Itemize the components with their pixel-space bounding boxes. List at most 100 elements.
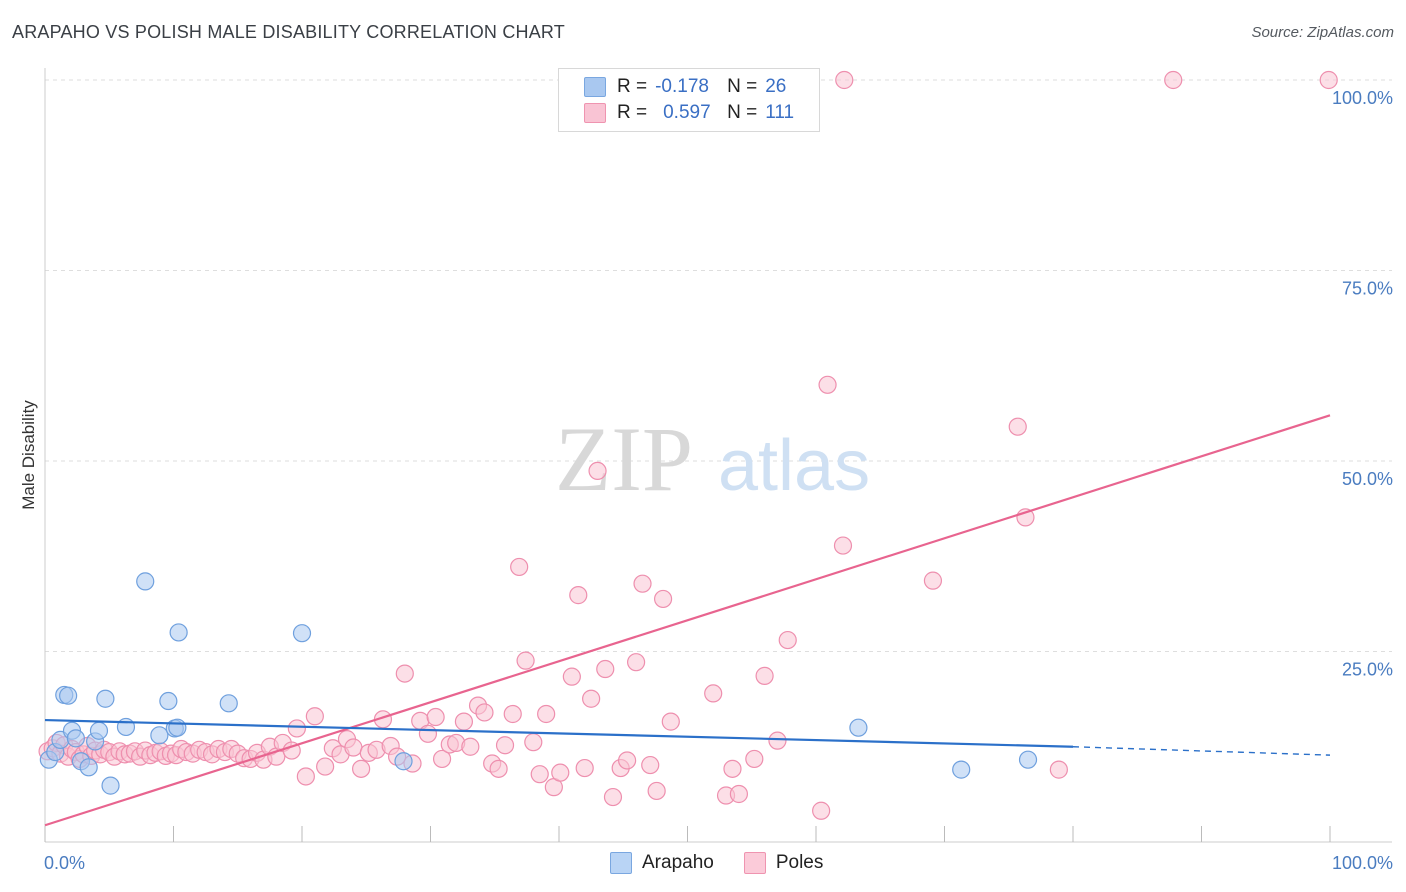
poles-point (454, 712, 474, 731)
poles-point (1049, 760, 1068, 779)
poles-point (296, 767, 315, 786)
series-legend: Arapaho Poles (610, 852, 823, 874)
poles-point (603, 787, 623, 807)
poles-point (661, 712, 680, 731)
arapaho-point (219, 694, 238, 713)
r-label: R = (617, 76, 648, 97)
arapaho-point (394, 752, 413, 771)
tick-labels: 25.0% 50.0% 75.0% 100.0% 0.0% 100.0% (44, 88, 1393, 873)
watermark: ZIP atlas (555, 408, 870, 510)
stats-row-arapaho: R = -0.178 N = 26 (584, 75, 787, 99)
arapaho-point (169, 623, 188, 642)
poles-point (729, 784, 749, 804)
arapaho-point (292, 624, 312, 643)
poles-point (510, 557, 529, 577)
poles-point (537, 704, 556, 724)
stats-row-poles: R = 0.597 N = 111 (584, 101, 795, 125)
arapaho-point (59, 686, 78, 705)
y-tick-label: 50.0% (1342, 469, 1393, 489)
arapaho-n-value: 26 (765, 76, 787, 97)
poles-point (818, 375, 837, 394)
poles-point (647, 781, 666, 801)
poles-point (626, 653, 646, 672)
y-tick-label: 100.0% (1332, 88, 1393, 108)
arapaho-point (89, 721, 109, 740)
arapaho-trend-line (44, 718, 1074, 748)
n-label: N = (727, 102, 758, 123)
arapaho-legend-swatch (610, 852, 632, 874)
poles-point (596, 659, 615, 679)
arapaho-swatch (584, 77, 606, 97)
arapaho-point (101, 776, 120, 795)
poles-point (516, 651, 535, 670)
poles-legend-swatch (743, 852, 766, 874)
poles-swatch (584, 103, 606, 123)
poles-point (575, 758, 594, 778)
poles-point (503, 704, 522, 724)
arapaho-legend-label: Arapaho (642, 852, 714, 873)
trend-lines (44, 414, 1331, 827)
arapaho-point (952, 760, 971, 779)
poles-point (778, 630, 797, 650)
arapaho-r-value: -0.178 (655, 76, 709, 97)
poles-points (38, 70, 1338, 820)
arapaho-point (168, 718, 187, 737)
poles-point (812, 801, 831, 820)
poles-point (551, 763, 570, 782)
poles-point (723, 759, 742, 778)
poles-point (418, 724, 438, 743)
poles-trend-line (44, 414, 1331, 827)
poles-point (305, 707, 324, 726)
poles-r-value: 0.597 (663, 102, 711, 123)
poles-point (489, 759, 508, 778)
poles-point (835, 70, 854, 90)
n-label: N = (727, 76, 758, 97)
poles-point (923, 571, 943, 590)
poles-point (432, 749, 452, 769)
poles-point (569, 586, 588, 605)
arapaho-point (849, 718, 868, 737)
grid (45, 79, 1392, 652)
poles-point (316, 757, 335, 776)
poles-point (588, 461, 607, 481)
r-label: R = (617, 102, 648, 123)
poles-point (745, 749, 764, 769)
poles-n-value: 111 (765, 102, 795, 123)
poles-point (426, 707, 445, 727)
axes (44, 68, 1392, 843)
poles-point (344, 738, 363, 757)
poles-point (618, 751, 637, 770)
arapaho-point (159, 691, 178, 711)
poles-legend-label: Poles (775, 852, 824, 873)
arapaho-point (96, 689, 115, 708)
source-credit: Source: ZipAtlas.com (1251, 24, 1394, 41)
chart-title: ARAPAHO VS POLISH MALE DISABILITY CORREL… (12, 22, 566, 42)
poles-point (653, 589, 673, 609)
poles-point (562, 667, 581, 686)
poles-point (475, 703, 494, 722)
poles-point (395, 664, 414, 683)
poles-point (768, 731, 787, 750)
poles-point (352, 759, 371, 778)
stats-legend: R = -0.178 N = 26 R = 0.597 N = 111 (558, 68, 820, 132)
poles-point (1319, 70, 1338, 90)
poles-point (755, 666, 774, 685)
y-tick-label: 25.0% (1342, 660, 1393, 680)
poles-point (704, 684, 723, 703)
poles-point (1008, 417, 1027, 436)
arapaho-point (1018, 750, 1038, 769)
watermark-zip: ZIP (555, 408, 693, 510)
y-tick-label: 75.0% (1342, 279, 1393, 299)
poles-point (833, 536, 853, 555)
poles-point (530, 765, 549, 784)
poles-point (524, 733, 543, 752)
poles-point (287, 719, 306, 738)
x-tick-label: 100.0% (1332, 853, 1393, 873)
poles-point (1164, 70, 1183, 90)
poles-point (461, 737, 480, 756)
arapaho-trend-extension (1072, 746, 1331, 756)
arapaho-point (79, 758, 98, 777)
poles-point (582, 689, 601, 708)
y-axis-title: Male Disability (19, 400, 38, 510)
